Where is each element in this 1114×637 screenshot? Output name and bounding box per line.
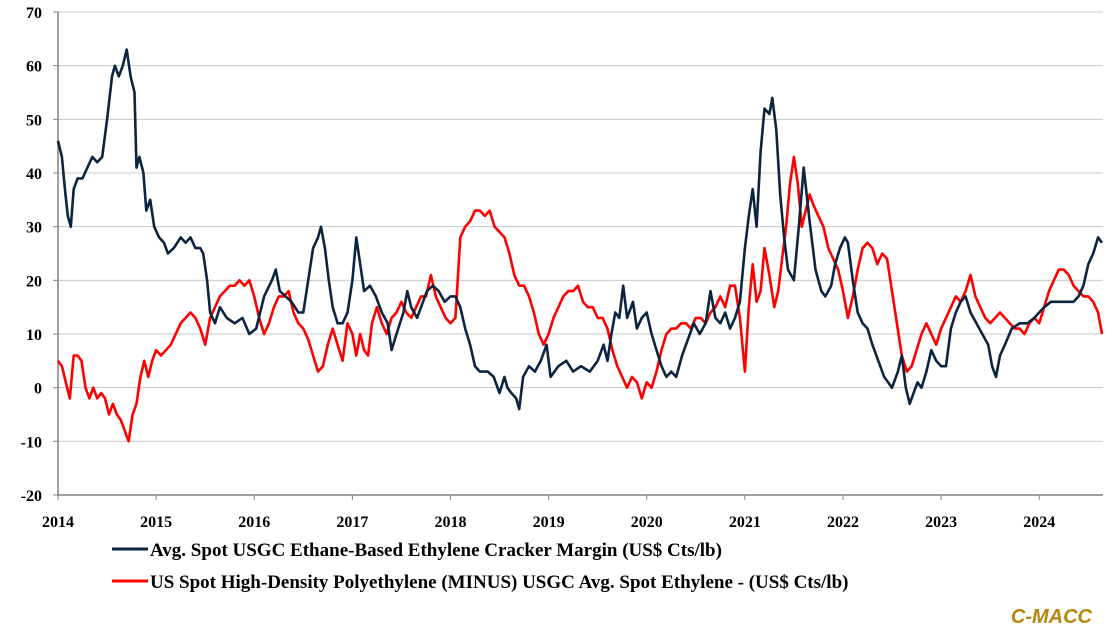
y-tick-label-3: 10	[26, 327, 42, 344]
x-axis-ticks: 2014 2015 2016 2017 2018 2019 2020 2021 2022 2023…	[42, 495, 1055, 531]
y-tick-label-1: -10	[21, 434, 42, 451]
x-tick-label-7: 2021	[729, 514, 761, 531]
series-lines	[56, 48, 1104, 443]
x-tick-label-10: 2024	[1023, 514, 1055, 531]
x-tick-label-2: 2016	[238, 514, 270, 531]
legend-label-cracker-margin: Avg. Spot USGC Ethane-Based Ethylene Cra…	[150, 540, 722, 561]
x-tick-label-6: 2020	[631, 514, 663, 531]
y-tick-label-4: 20	[26, 273, 42, 290]
x-tick-label-9: 2023	[925, 514, 957, 531]
x-tick-label-3: 2017	[336, 514, 368, 531]
y-tick-label-8: 60	[26, 59, 42, 76]
y-tick-label-2: 0	[34, 381, 42, 398]
x-tick-label-0: 2014	[42, 514, 74, 531]
gridlines	[58, 11, 1103, 442]
axes	[57, 12, 1103, 496]
y-axis-ticks: -20 -10 0 10 20 30 40 50 60 70	[21, 5, 58, 505]
y-tick-label-6: 40	[26, 166, 42, 183]
x-tick-label-5: 2019	[533, 514, 565, 531]
y-tick-label-5: 30	[26, 220, 42, 237]
series-line-cracker-margin	[56, 48, 1104, 411]
legend: Avg. Spot USGC Ethane-Based Ethylene Cra…	[112, 540, 848, 593]
y-tick-label-9: 70	[26, 5, 42, 22]
x-tick-label-1: 2015	[140, 514, 172, 531]
brand-watermark: C-MACC	[1010, 606, 1092, 628]
x-tick-label-8: 2022	[827, 514, 859, 531]
y-tick-label-7: 50	[26, 112, 42, 129]
series-line-hdpe-spread	[56, 155, 1104, 443]
x-tick-label-4: 2018	[434, 514, 466, 531]
y-tick-label-0: -20	[21, 488, 42, 505]
legend-label-hdpe-spread: US Spot High-Density Polyethylene (MINUS…	[150, 572, 848, 593]
